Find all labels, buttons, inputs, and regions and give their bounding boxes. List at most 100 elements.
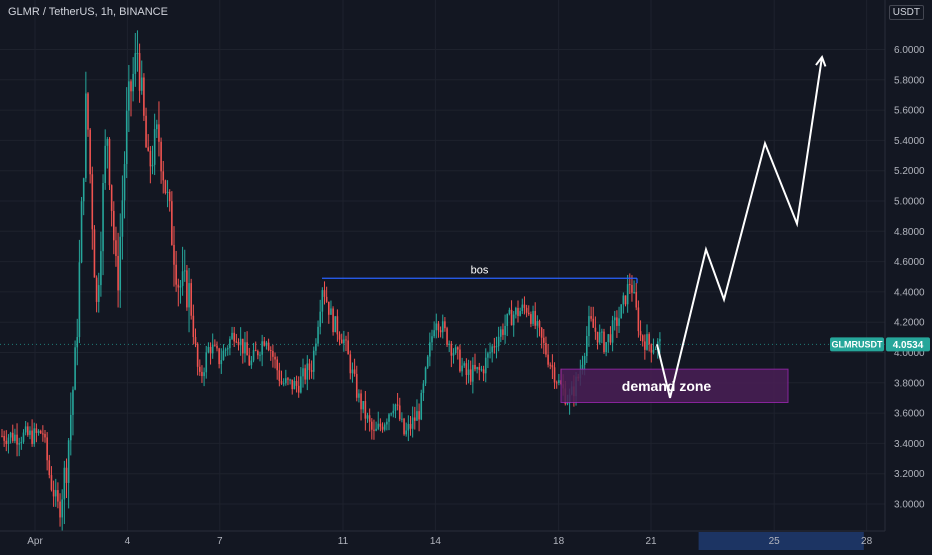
candle-body: [497, 336, 500, 347]
candle-body: [493, 346, 496, 348]
candle-body: [20, 441, 23, 444]
candle-body: [457, 347, 459, 350]
candle-body: [134, 53, 137, 74]
candle-body: [252, 350, 255, 361]
time-axis[interactable]: Apr 4 7 11 14 18 21 25 28: [0, 530, 932, 550]
candle-body: [121, 200, 124, 237]
candle-body: [394, 404, 397, 411]
candle-body: [265, 342, 268, 346]
candle-body: [61, 499, 63, 518]
candle-body: [199, 366, 201, 372]
candle-body: [364, 401, 367, 419]
candle-body: [362, 401, 364, 410]
candle-body: [620, 304, 622, 319]
demand-zone[interactable]: demand zone: [560, 368, 789, 403]
candle-body: [383, 424, 386, 430]
candle-body: [644, 341, 646, 350]
bos-annotation[interactable]: bos: [322, 264, 638, 284]
candle-body: [145, 115, 147, 148]
candle-body: [491, 346, 493, 353]
candle-body: [203, 372, 205, 377]
candle-body: [291, 379, 294, 390]
candle-body: [7, 437, 10, 444]
candle-body: [108, 138, 111, 186]
candle-body: [375, 428, 377, 431]
candle-body: [80, 201, 83, 263]
price-tick-label: 6.0000: [894, 45, 925, 56]
candle-body: [76, 337, 79, 348]
candle-body: [508, 309, 511, 314]
candle-body: [239, 338, 242, 346]
candle-body: [186, 270, 188, 308]
candle-body: [650, 344, 653, 353]
candle-body: [147, 147, 149, 151]
candle-body: [368, 415, 371, 422]
price-tick-label: 5.4000: [894, 136, 925, 147]
candle-body: [181, 271, 184, 286]
candle-body: [231, 332, 233, 339]
candle-body: [478, 367, 481, 370]
symbol-title[interactable]: GLMR / TetherUS, 1h, BINANCE: [8, 6, 168, 18]
time-tick-label: 18: [553, 536, 565, 547]
candle-body: [82, 178, 85, 202]
candle-body: [641, 335, 644, 342]
candle-body: [233, 332, 235, 342]
price-tick-label: 4.4000: [894, 287, 925, 298]
candle-body: [272, 350, 274, 357]
projection-line[interactable]: [656, 56, 823, 399]
price-tick-label: 3.4000: [894, 439, 925, 450]
candle-body: [536, 321, 539, 326]
candle-body: [235, 341, 238, 343]
candle-body: [242, 338, 244, 354]
demand-zone-rect[interactable]: [560, 368, 789, 403]
candle-body: [409, 423, 412, 429]
candle-body: [119, 236, 122, 291]
candle-body: [250, 360, 253, 366]
candle-body: [91, 174, 94, 230]
candle-body: [601, 331, 603, 333]
price-axis[interactable]: 3.0000 3.2000 3.4000 3.6000 3.8000 4.0000 4.20…: [884, 0, 932, 550]
candle-body: [5, 440, 8, 444]
candle-body: [128, 81, 130, 111]
candle-body: [489, 352, 491, 354]
candle-body: [392, 410, 395, 414]
candle-body: [160, 141, 162, 172]
candle-body: [543, 337, 545, 343]
price-tick-label: 5.6000: [894, 106, 925, 117]
candle-body: [95, 277, 98, 302]
candle-body: [431, 336, 433, 343]
candle-body: [50, 475, 53, 490]
candle-body: [547, 354, 549, 365]
grid: [0, 0, 885, 531]
time-tick-label: Apr: [27, 536, 43, 547]
candle-body: [386, 421, 388, 425]
candle-body: [538, 321, 541, 328]
time-tick-label: 4: [125, 536, 131, 547]
candle-body: [422, 383, 425, 393]
currency-label[interactable]: USDT: [888, 5, 924, 20]
candle-body: [63, 467, 66, 500]
candle-body: [14, 434, 16, 441]
projection-arrowhead: [815, 55, 827, 67]
candle-body: [403, 418, 405, 435]
candle-body: [566, 403, 569, 405]
projection-path[interactable]: [656, 55, 827, 399]
candle-body: [168, 191, 171, 202]
candle-body: [340, 339, 343, 344]
candle-body: [35, 428, 38, 434]
candle-body: [495, 346, 498, 348]
candle-body: [226, 348, 229, 350]
candle-body: [433, 330, 435, 337]
candle-body: [166, 191, 169, 193]
candle-body: [113, 210, 115, 241]
candle-body: [596, 331, 599, 343]
candle-body: [558, 380, 560, 383]
candle-body: [259, 354, 261, 356]
candle-body: [474, 364, 476, 370]
candle-body: [523, 304, 526, 308]
candle-body: [310, 370, 313, 372]
candle-body: [52, 489, 55, 497]
last-price-tag[interactable]: GLMRUSDT 4.0534: [830, 337, 930, 352]
